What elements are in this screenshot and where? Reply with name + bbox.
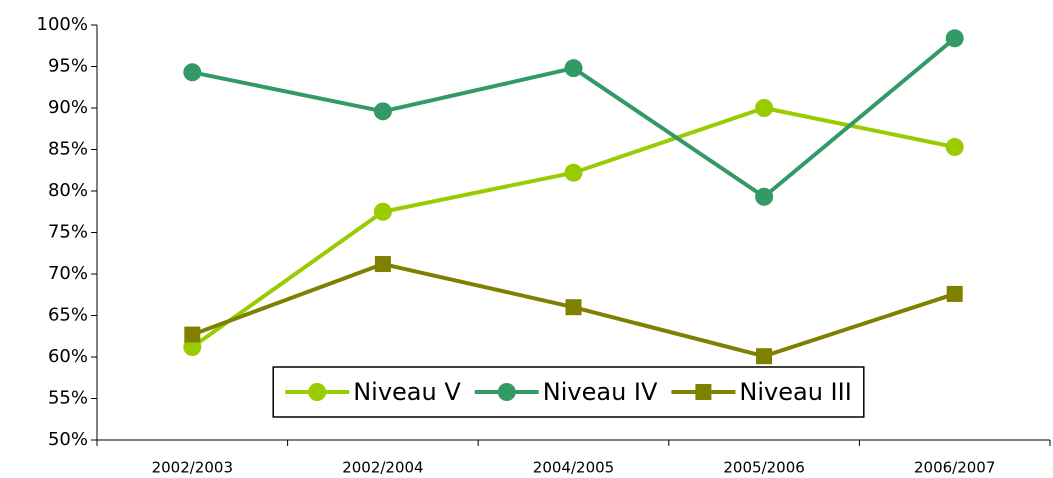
legend-item: Niveau V bbox=[285, 378, 461, 406]
x-tick-label: 2002/2003 bbox=[152, 459, 233, 477]
point bbox=[374, 256, 391, 273]
point bbox=[945, 29, 964, 48]
legend-label: Niveau IV bbox=[543, 378, 658, 406]
x-tick-label: 2002/2004 bbox=[342, 459, 423, 477]
point bbox=[564, 59, 583, 78]
point bbox=[946, 285, 963, 302]
y-tick-label: 90% bbox=[48, 97, 88, 118]
legend-label: Niveau V bbox=[353, 378, 461, 406]
y-tick-label: 95% bbox=[48, 56, 88, 77]
y-tick-label: 75% bbox=[48, 222, 88, 243]
point bbox=[755, 99, 774, 117]
legend-item: Niveau III bbox=[671, 378, 852, 406]
legend-marker bbox=[497, 383, 516, 401]
x-tick-label: 2004/2005 bbox=[533, 459, 614, 477]
point bbox=[373, 102, 392, 121]
legend-marker bbox=[308, 383, 327, 401]
legend-item: Niveau IV bbox=[474, 378, 658, 406]
point bbox=[755, 187, 774, 206]
y-tick-label: 80% bbox=[48, 180, 88, 201]
y-tick-label: 65% bbox=[48, 305, 88, 326]
y-tick-label: 55% bbox=[48, 388, 88, 409]
point bbox=[373, 202, 392, 221]
x-tick-label: 2006/2007 bbox=[914, 459, 995, 477]
y-tick-label: 60% bbox=[48, 346, 88, 367]
point bbox=[183, 63, 202, 82]
point bbox=[945, 138, 964, 157]
point bbox=[565, 299, 582, 316]
legend-marker bbox=[695, 384, 712, 400]
y-tick-label: 50% bbox=[48, 429, 88, 450]
x-tick-label: 2005/2006 bbox=[723, 459, 804, 477]
legend-box bbox=[272, 366, 865, 418]
legend-label: Niveau III bbox=[739, 378, 851, 406]
point bbox=[184, 326, 201, 343]
y-tick-label: 100% bbox=[37, 14, 88, 35]
y-tick-label: 70% bbox=[48, 263, 88, 284]
point bbox=[756, 348, 773, 365]
legend: Niveau V Niveau IV Niveau III bbox=[272, 366, 865, 418]
y-tick-label: 85% bbox=[48, 139, 88, 160]
point bbox=[564, 163, 583, 182]
